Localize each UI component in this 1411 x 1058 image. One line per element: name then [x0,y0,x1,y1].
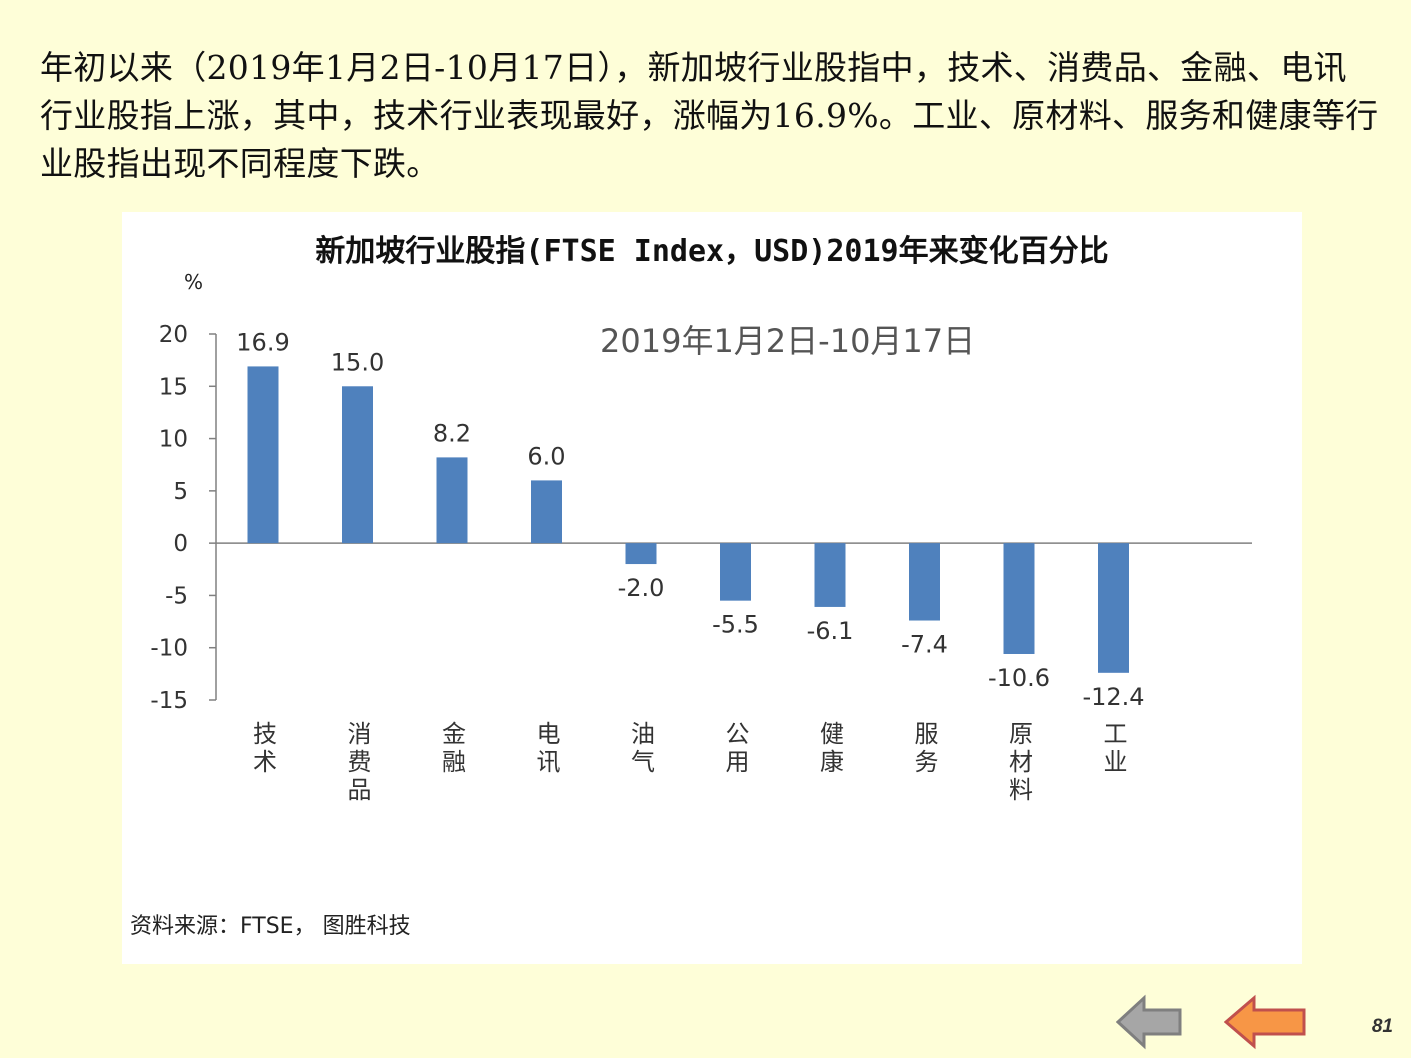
data-label: -5.5 [712,611,759,639]
bar [720,543,751,601]
data-label: 6.0 [527,442,565,470]
bar [625,543,657,565]
data-label: -12.4 [1082,683,1144,711]
data-label: 8.2 [433,419,471,447]
y-tick-label: -10 [150,636,188,662]
left-arrow-icon [1116,994,1182,1050]
chart-panel: 新加坡行业股指(FTSE Index，USD)2019年来变化百分比 % 201… [122,212,1302,964]
chart-title: 新加坡行业股指(FTSE Index，USD)2019年来变化百分比 [315,234,1109,269]
bar [342,386,373,544]
bar [814,543,846,607]
category-label: 服务 [915,720,939,776]
forward-arrow-button[interactable] [1224,994,1308,1050]
data-label: -10.6 [988,664,1050,692]
back-arrow-button[interactable] [1116,994,1182,1050]
category-label: 消费品 [348,720,372,804]
bar [531,480,562,544]
category-label: 电讯 [537,720,561,776]
y-axis-unit: % [184,270,204,294]
category-label: 油气 [631,720,655,776]
bar [247,366,279,544]
y-tick-label: 5 [173,479,188,505]
category-label: 健康 [820,720,844,776]
category-label: 金融 [442,720,466,776]
y-tick-label: 10 [159,427,188,453]
category-label: 工业 [1104,720,1128,776]
bar [436,457,468,544]
page-number: 81 [1371,1016,1393,1037]
data-label: 16.9 [236,328,289,356]
y-tick-label: 15 [159,374,188,400]
source-note: 资料来源：FTSE， 图胜科技 [130,914,411,939]
bar-chart: 20 15 10 5 0 -5 -10 -15 16.9 技术 15.0 消费品 8.2 金融 6.0 电讯 -… [150,322,1252,804]
data-label: -2.0 [618,574,665,602]
left-arrow-icon [1224,994,1306,1050]
data-label: 15.0 [331,348,384,376]
bar [1098,543,1129,673]
y-tick-label: -15 [150,688,188,714]
y-tick-label: 0 [173,531,188,557]
category-label: 原材料 [1009,720,1033,804]
bar [1003,543,1035,654]
y-tick-label: -5 [165,583,188,609]
data-label: -6.1 [807,617,854,645]
intro-paragraph: 年初以来（2019年1月2日-10月17日），新加坡行业股指中，技术、消费品、金… [40,48,1379,183]
bar [909,543,940,621]
y-tick-label: 20 [159,322,188,348]
data-label: -7.4 [901,631,948,659]
category-label: 技术 [253,720,277,776]
category-label: 公用 [726,720,750,776]
period-annotation: 2019年1月2日-10月17日 [600,322,976,360]
